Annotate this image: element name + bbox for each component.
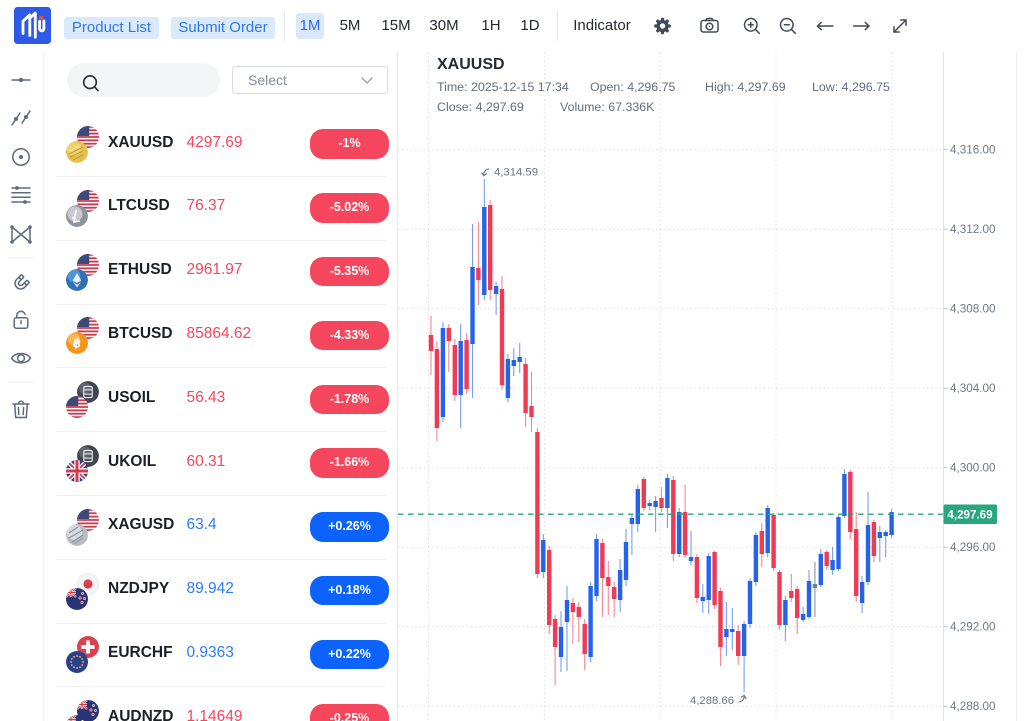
svg-text:4,300.00: 4,300.00 <box>950 462 996 475</box>
svg-text:4,304.00: 4,304.00 <box>950 382 996 395</box>
svg-text:4,297.69: 4,297.69 <box>947 509 993 522</box>
svg-text:4,316.00: 4,316.00 <box>950 144 996 157</box>
svg-text:4,308.00: 4,308.00 <box>950 303 996 316</box>
svg-text:4,296.00: 4,296.00 <box>950 541 996 554</box>
svg-text:4,288.66: 4,288.66 <box>690 695 734 707</box>
svg-text:4,288.00: 4,288.00 <box>950 700 996 713</box>
svg-text:4,292.00: 4,292.00 <box>950 621 996 634</box>
svg-text:฿: ฿ <box>72 336 82 351</box>
svg-text:4,314.59: 4,314.59 <box>494 167 538 179</box>
svg-text:4,312.00: 4,312.00 <box>950 223 996 236</box>
